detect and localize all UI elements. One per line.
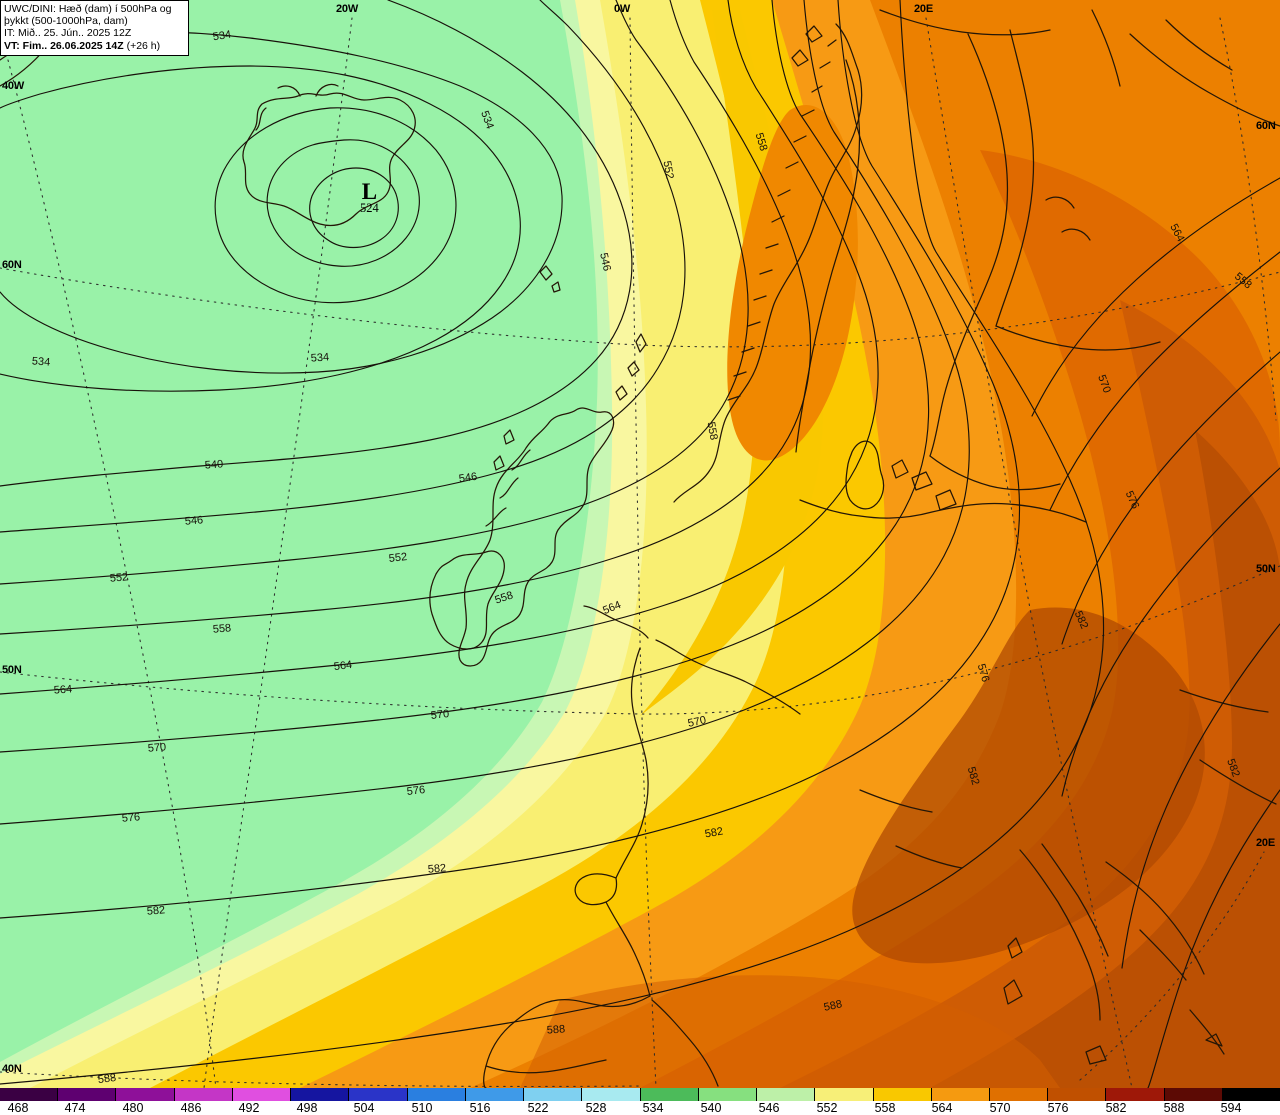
contour-label-552-9: 552 [109,571,129,585]
colorbar-swatch-8[interactable] [465,1088,525,1101]
contour-label-582-29: 582 [146,904,166,918]
colorbar-swatches[interactable] [0,1088,1280,1101]
grid-label-60n-5: 60N [2,259,22,271]
grid-label-0w-2: 0W [614,3,631,15]
map-canvas[interactable]: 534 534 534 534 540 546 546 546 552 552 552 558 558 5… [0,0,1280,1088]
colorbar-tick-522: 522 [527,1101,549,1115]
contour-label-540-4: 540 [204,458,224,472]
grid-label-40n-9: 40N [2,1063,22,1075]
colorbar-tick-528: 528 [585,1101,607,1115]
colorbar-swatch-13[interactable] [757,1088,816,1101]
header-init-time: IT: Mið.. 25. Jún.. 2025 12Z [4,27,132,40]
colorbar-tick-516: 516 [469,1101,491,1115]
colorbar-tick-480: 480 [122,1101,144,1115]
colorbar-swatch-16[interactable] [931,1088,990,1101]
colorbar-swatch-2[interactable] [116,1088,175,1101]
colorbar-tick-588: 588 [1163,1101,1185,1115]
grid-label-50n-6: 50N [1256,563,1276,575]
header-valid-time-offset: (+26 h) [123,39,161,52]
contour-label-576-24: 576 [406,784,426,798]
colorbar-tick-labels: 468 474 480 486 492 498 504 510 516 522 528 534 540 5… [0,1101,1280,1115]
grid-label-20e-8: 20E [1256,837,1275,849]
grid-label-40w-0: 40W [2,80,25,92]
colorbar-swatch-14[interactable] [815,1088,874,1101]
colorbar-swatch-18[interactable] [1048,1088,1107,1101]
colorbar-tick-498: 498 [296,1101,318,1115]
contour-label-534-2: 534 [31,355,51,369]
grid-label-50n-7: 50N [2,664,22,676]
colorbar-swatch-5[interactable] [291,1088,350,1101]
colorbar-swatch-4[interactable] [232,1088,292,1101]
map-info-header: UWC/DINI: Hæð (dam) í 500hPa og þykkt (5… [0,0,189,56]
colorbar-tick-492: 492 [238,1101,260,1115]
colorbar-tick-552: 552 [816,1101,838,1115]
colorbar-swatch-12[interactable] [698,1088,758,1101]
contour-label-588-34: 588 [546,1023,566,1037]
colorbar-tick-510: 510 [411,1101,433,1115]
colorbar-swatch-3[interactable] [174,1088,233,1101]
colorbar-swatch-21[interactable] [1222,1088,1280,1101]
colorbar-tick-558: 558 [874,1101,896,1115]
colorbar-tick-564: 564 [931,1101,953,1115]
contour-label-570-20: 570 [430,708,450,722]
colorbar-swatch-15[interactable] [873,1088,932,1101]
header-valid-time: VT: Fim.. 26.06.2025 14Z (+26 h) [4,40,183,52]
low-pressure-marker: L 524 [360,179,379,215]
colorbar-tick-486: 486 [180,1101,202,1115]
contour-label-588-36: 588 [97,1071,117,1087]
low-value: 524 [360,201,379,215]
contour-label-552-8: 552 [388,551,408,565]
colorbar-swatch-10[interactable] [582,1088,641,1101]
low-symbol: L [361,179,378,204]
colorbar-tick-474: 474 [64,1101,86,1115]
contour-label-564-17: 564 [53,683,73,697]
colorbar-legend: 468 474 480 486 492 498 504 510 516 522 528 534 540 5… [0,1088,1280,1115]
grid-label-20e-3: 20E [914,3,933,15]
colorbar-swatch-17[interactable] [989,1088,1049,1101]
header-valid-time-bold: VT: Fim.. 26.06.2025 14Z [4,39,124,52]
colorbar-tick-534: 534 [642,1101,664,1115]
contour-label-534-3: 534 [310,351,330,365]
grid-label-20w-1: 20W [336,3,359,15]
colorbar-tick-468: 468 [7,1101,29,1115]
header-line-2: þykkt (500-1000hPa, dam) [4,15,128,28]
colorbar-swatch-9[interactable] [524,1088,583,1101]
map-svg [0,0,1280,1088]
colorbar-swatch-6[interactable] [349,1088,408,1101]
contour-label-570-21: 570 [147,741,167,755]
colorbar-swatch-11[interactable] [640,1088,699,1101]
contour-label-576-25: 576 [121,811,141,825]
contour-label-582-28: 582 [427,862,447,876]
contour-label-546-6: 546 [184,514,204,528]
colorbar-swatch-7[interactable] [407,1088,466,1101]
colorbar-tick-576: 576 [1047,1101,1069,1115]
grid-label-60n-4: 60N [1256,120,1276,132]
colorbar-swatch-20[interactable] [1164,1088,1223,1101]
colorbar-swatch-19[interactable] [1106,1088,1165,1101]
contour-label-558-11: 558 [212,622,232,636]
header-line-1: UWC/DINI: Hæð (dam) í 500hPa og [4,3,172,15]
colorbar-tick-540: 540 [700,1101,722,1115]
colorbar-swatch-1[interactable] [58,1088,117,1101]
colorbar-tick-546: 546 [758,1101,780,1115]
contour-label-546-5: 546 [458,470,478,486]
colorbar-tick-594: 594 [1220,1101,1242,1115]
contour-label-564-16: 564 [333,658,353,674]
colorbar-swatch-0[interactable] [0,1088,59,1101]
colorbar-tick-582: 582 [1105,1101,1127,1115]
colorbar-tick-504: 504 [353,1101,375,1115]
colorbar-tick-570: 570 [989,1101,1011,1115]
